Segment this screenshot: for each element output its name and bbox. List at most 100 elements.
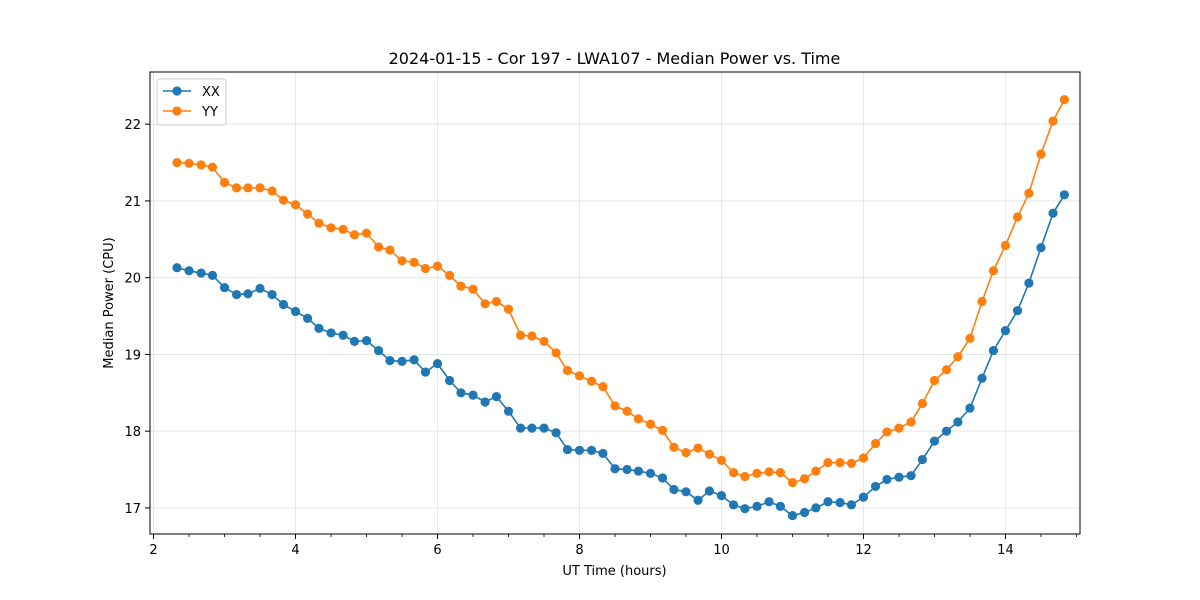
data-point-yy [610, 401, 620, 411]
data-point-xx [172, 263, 182, 273]
data-point-yy [823, 458, 833, 468]
data-point-xx [610, 464, 620, 474]
data-point-yy [988, 266, 998, 276]
data-point-xx [693, 495, 703, 505]
data-point-xx [397, 356, 407, 366]
data-point-yy [232, 183, 242, 193]
data-point-xx [1012, 306, 1023, 316]
data-point-yy [278, 195, 289, 205]
data-point-xx [633, 466, 644, 476]
data-point-xx [1000, 326, 1011, 336]
legend-swatch-marker [172, 106, 182, 116]
data-point-xx [314, 323, 324, 333]
data-point-yy [752, 468, 762, 478]
series-line-yy [176, 99, 1066, 484]
data-point-xx [882, 474, 892, 485]
data-point-yy [539, 336, 549, 346]
data-point-xx [917, 454, 927, 465]
data-point-yy [740, 471, 750, 482]
data-point-yy [622, 406, 632, 416]
data-point-yy [645, 419, 656, 429]
data-point-xx [515, 423, 526, 433]
data-point-yy [303, 209, 313, 219]
data-point-yy [882, 427, 892, 437]
data-point-yy [432, 261, 443, 271]
data-point-xx [988, 345, 998, 356]
data-point-yy [586, 376, 597, 386]
data-point-xx [468, 390, 478, 400]
data-point-xx [196, 268, 206, 278]
legend-swatch-marker [172, 86, 182, 96]
data-point-yy [941, 365, 952, 375]
data-point-yy [929, 375, 940, 386]
data-point-xx [846, 500, 857, 510]
y-tick-label: 18 [124, 425, 141, 440]
data-point-xx [586, 445, 597, 455]
legend: XX YY [156, 78, 227, 126]
data-point-xx [681, 487, 691, 497]
data-point-xx [953, 417, 963, 427]
data-point-yy [775, 468, 786, 478]
data-point-xx [219, 283, 230, 293]
data-point-xx [574, 445, 585, 455]
data-point-yy [633, 414, 644, 424]
data-point-xx [622, 464, 632, 475]
data-point-yy [669, 442, 679, 452]
series-line-xx [176, 194, 1066, 517]
chart-title: 2024-01-15 - Cor 197 - LWA107 - Median P… [389, 49, 841, 68]
data-point-xx [184, 266, 194, 276]
data-point-yy [468, 284, 478, 294]
data-point-yy [1036, 149, 1046, 159]
data-point-xx [799, 507, 810, 518]
data-point-yy [764, 467, 774, 477]
y-tick-label: 20 [124, 272, 141, 287]
y-axis: 17 18 19 20 21 22 [124, 118, 150, 517]
data-point-xx [1024, 278, 1034, 288]
data-point-yy [409, 257, 419, 267]
x-tick-label: 6 [433, 543, 441, 558]
data-point-xx [752, 501, 762, 511]
data-point-xx [740, 504, 750, 514]
data-point-yy [657, 425, 668, 435]
data-point-yy [870, 438, 881, 449]
data-point-yy [562, 365, 573, 376]
data-point-xx [373, 345, 384, 356]
data-point-xx [704, 486, 715, 496]
data-point-yy [1024, 188, 1034, 198]
data-point-yy [349, 230, 360, 240]
data-point-yy [480, 299, 490, 309]
data-point-xx [764, 497, 774, 507]
data-point-xx [503, 406, 514, 416]
data-point-xx [929, 436, 940, 446]
data-point-yy [574, 371, 585, 381]
data-point-yy [397, 256, 407, 266]
data-point-xx [941, 426, 952, 436]
data-point-yy [953, 352, 963, 362]
data-point-xx [811, 503, 821, 513]
data-point-xx [432, 359, 443, 369]
data-point-xx [669, 484, 679, 495]
data-point-xx [870, 481, 881, 492]
y-tick-label: 22 [124, 118, 141, 133]
data-point-yy [693, 443, 703, 453]
data-point-xx [255, 283, 265, 294]
data-point-xx [232, 289, 242, 300]
data-point-yy [207, 162, 218, 172]
data-point-xx [775, 501, 786, 511]
data-point-xx [728, 500, 739, 510]
y-tick-label: 19 [124, 348, 141, 363]
data-point-yy [1048, 116, 1058, 126]
data-point-xx [409, 355, 419, 365]
data-point-yy [858, 453, 869, 463]
data-point-xx [361, 336, 372, 346]
data-point-yy [290, 200, 301, 210]
data-point-xx [385, 355, 395, 366]
x-axis: 2 4 6 8 10 12 14 [149, 534, 1077, 558]
data-point-yy [811, 466, 821, 476]
data-point-xx [207, 270, 218, 280]
data-point-yy [196, 160, 206, 170]
data-point-xx [787, 510, 798, 521]
data-point-yy [385, 245, 395, 255]
data-point-yy [456, 281, 466, 291]
